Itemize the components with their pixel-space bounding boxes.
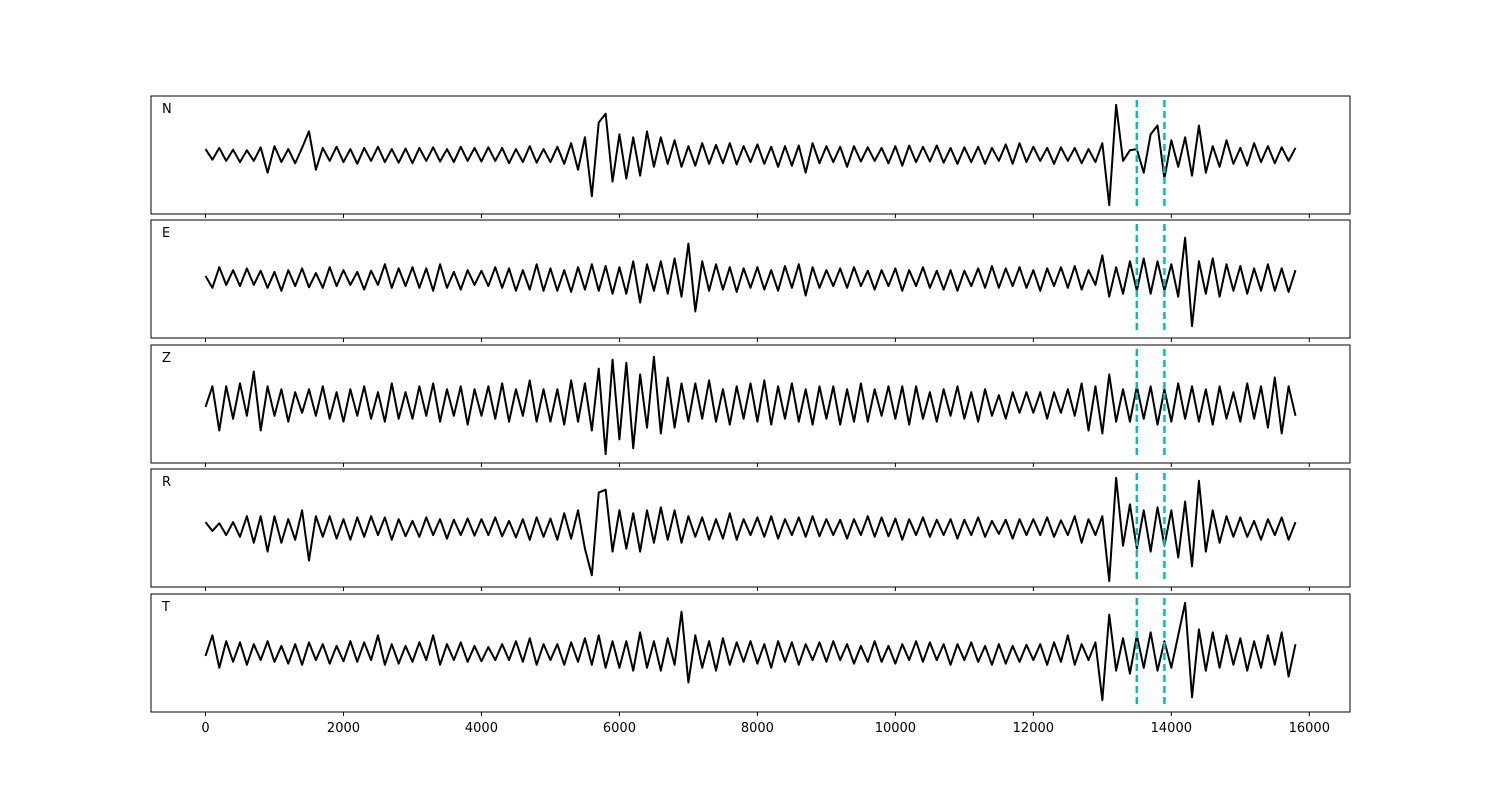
panel-frame bbox=[150, 468, 1351, 588]
trace bbox=[204, 601, 1297, 702]
panel-label: Z bbox=[162, 351, 171, 366]
panel-label: N bbox=[162, 102, 172, 117]
x-tick-label: 10000 bbox=[875, 721, 916, 736]
panel-label: T bbox=[161, 600, 170, 615]
trace bbox=[204, 236, 1297, 328]
panel-label: R bbox=[162, 475, 171, 490]
x-tick-label: 14000 bbox=[1151, 721, 1192, 736]
trace bbox=[204, 355, 1297, 456]
trace bbox=[204, 476, 1297, 583]
panel-frame bbox=[150, 219, 1351, 339]
x-tick-label: 4000 bbox=[465, 721, 498, 736]
x-tick-label: 6000 bbox=[603, 721, 636, 736]
panel-frame bbox=[150, 593, 1351, 713]
x-tick-label: 8000 bbox=[741, 721, 774, 736]
panel-frame bbox=[150, 95, 1351, 215]
x-tick-label: 12000 bbox=[1013, 721, 1054, 736]
panel-label: E bbox=[162, 226, 170, 241]
x-tick-label: 16000 bbox=[1289, 721, 1330, 736]
panel-frame bbox=[150, 344, 1351, 464]
trace bbox=[204, 103, 1297, 207]
x-tick-label: 0 bbox=[201, 721, 209, 736]
x-tick-label: 2000 bbox=[327, 721, 360, 736]
